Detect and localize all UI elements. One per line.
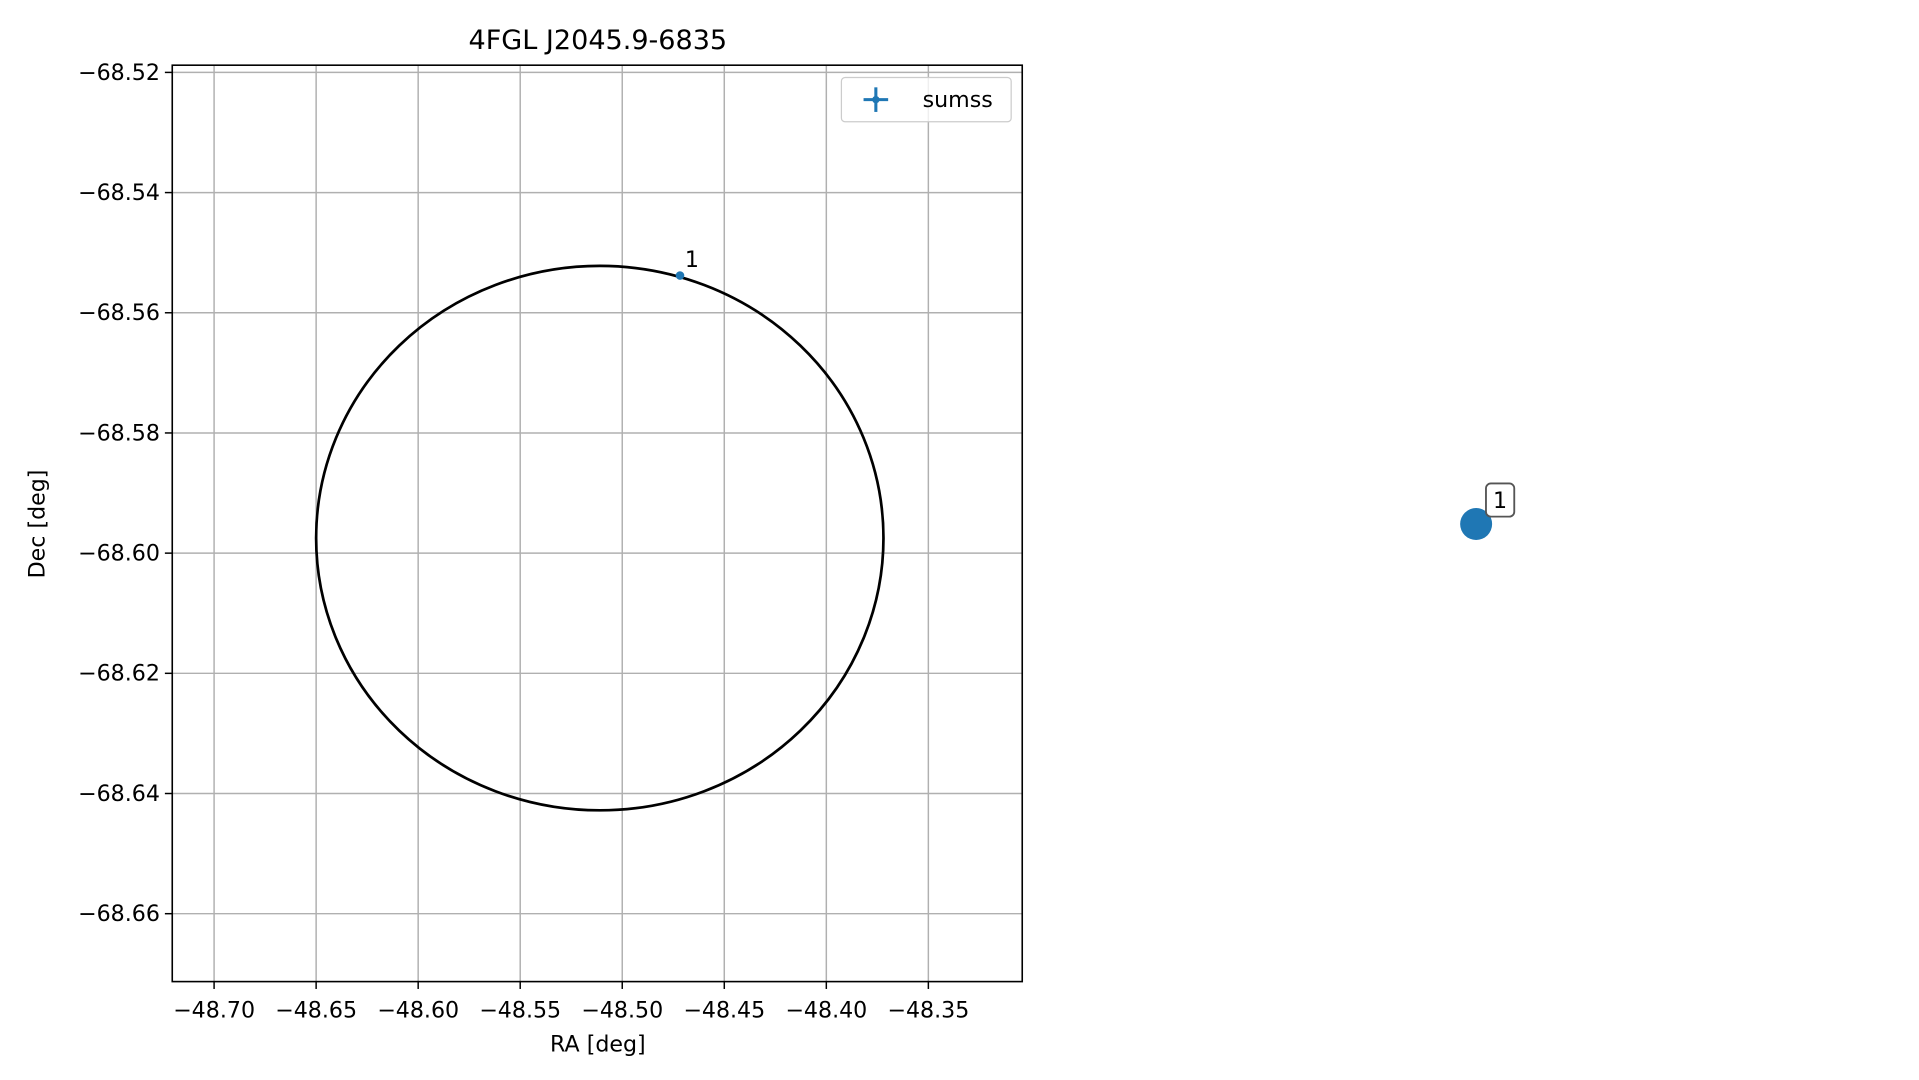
y-tick-label: −68.62 [78,661,160,687]
x-tick-label: −48.65 [275,997,357,1023]
x-tick-label: −48.45 [683,997,765,1023]
x-tick-label: −48.70 [173,997,255,1023]
x-tick-label: −48.50 [581,997,663,1023]
y-tick-label: −68.58 [78,420,160,446]
x-tick-label: −48.55 [479,997,561,1023]
legend-box [840,76,1012,123]
y-tick-label: −68.52 [78,60,160,86]
plot-frame [171,64,1024,983]
legend-marker [872,95,880,104]
y-tick-label: −68.56 [78,300,160,326]
chart-title: 4FGL J2045.9-6835 [469,25,728,56]
y-tick-label: −68.66 [78,901,160,927]
x-tick-label: −48.35 [887,997,969,1023]
side-marker [1460,508,1493,540]
point-label: 1 [685,247,699,273]
x-axis-label: RA [deg] [550,1032,646,1058]
side-marker-label: 1 [1493,488,1507,514]
y-tick-label: −68.60 [78,541,160,567]
y-axis-label: Dec [deg] [24,470,50,579]
x-tick-label: −48.60 [377,997,459,1023]
x-tick-label: −48.40 [785,997,867,1023]
legend-label: sumss [923,87,993,113]
y-tick-label: −68.64 [78,781,160,807]
y-tick-label: −68.54 [78,180,160,206]
error-circle [314,264,885,812]
side-marker-label-box [1485,482,1516,518]
data-point [675,271,685,280]
